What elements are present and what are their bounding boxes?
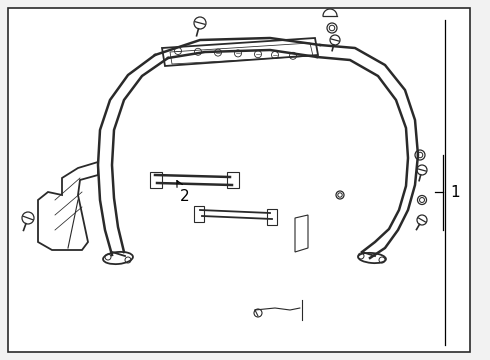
Text: 1: 1 (450, 185, 460, 199)
FancyBboxPatch shape (8, 8, 470, 352)
Text: 2: 2 (177, 181, 190, 203)
